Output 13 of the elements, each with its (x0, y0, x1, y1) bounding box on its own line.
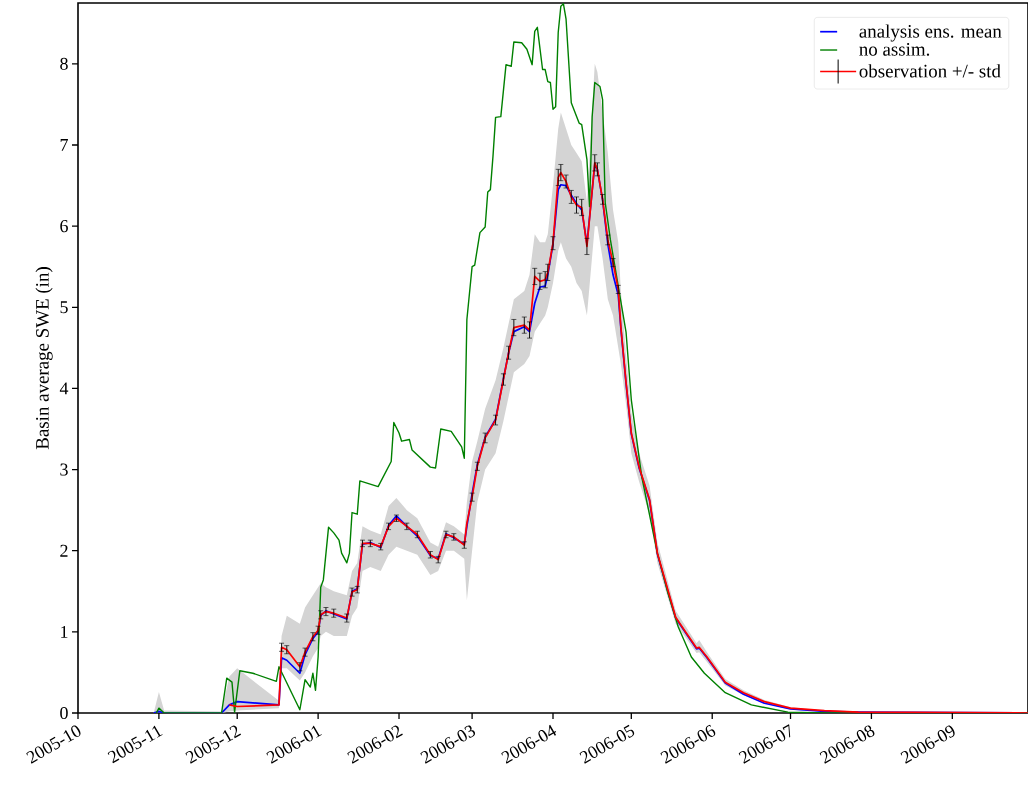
legend-label: no assim. (859, 43, 930, 56)
y-tick-label: 3 (60, 463, 68, 476)
y-tick-label: 2 (60, 544, 68, 557)
y-axis-title: Basin average SWE (in) (35, 267, 53, 450)
y-tick-label: 7 (60, 139, 68, 151)
legend-label: analysis ens. mean (859, 24, 1002, 42)
y-tick-label: 1 (61, 625, 68, 638)
y-tick-label: 5 (60, 301, 68, 314)
y-tick-label: 0 (60, 706, 68, 720)
y-tick-label: 8 (60, 57, 68, 70)
y-tick-label: 4 (59, 382, 69, 395)
y-tick-label: 6 (60, 220, 68, 233)
legend-label: observation +/- std (859, 64, 1001, 78)
